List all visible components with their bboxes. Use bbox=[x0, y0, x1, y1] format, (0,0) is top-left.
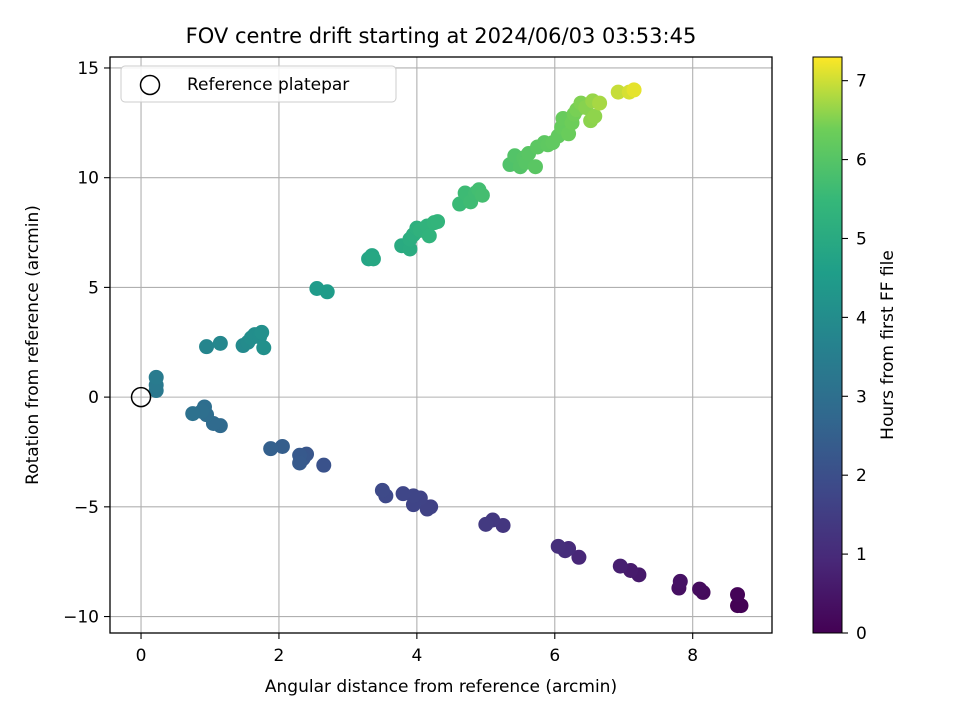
data-point bbox=[316, 457, 332, 473]
colorbar-ticks: 0 1 2 3 4 5 6 7 bbox=[842, 72, 867, 644]
x-ticks: 0 2 4 6 8 bbox=[136, 633, 698, 666]
data-point bbox=[419, 501, 435, 517]
chart-title: FOV centre drift starting at 2024/06/03 … bbox=[186, 24, 697, 48]
y-tick-label: −5 bbox=[74, 498, 99, 518]
data-point bbox=[610, 84, 626, 100]
data-point bbox=[185, 406, 201, 422]
data-point bbox=[256, 340, 272, 356]
x-axis-label: Angular distance from reference (arcmin) bbox=[265, 677, 617, 697]
data-point bbox=[571, 549, 587, 565]
data-point bbox=[474, 187, 490, 203]
data-point bbox=[527, 159, 543, 175]
data-point bbox=[430, 214, 446, 230]
x-tick-label: 2 bbox=[274, 646, 285, 666]
data-point bbox=[199, 339, 215, 355]
y-tick-label: 10 bbox=[77, 169, 99, 189]
colorbar-fill bbox=[812, 56, 843, 634]
reference-layer bbox=[130, 386, 152, 408]
data-point bbox=[319, 284, 335, 300]
x-tick-label: 8 bbox=[687, 646, 698, 666]
x-tick-label: 6 bbox=[549, 646, 560, 666]
data-point bbox=[212, 335, 228, 351]
colorbar-tick-label: 3 bbox=[856, 387, 867, 407]
colorbar-tick-label: 1 bbox=[856, 545, 867, 565]
colorbar-tick-label: 7 bbox=[856, 72, 867, 92]
data-point bbox=[254, 324, 270, 340]
data-point bbox=[592, 95, 608, 111]
grid bbox=[110, 57, 772, 633]
data-point bbox=[374, 482, 390, 498]
y-tick-label: 0 bbox=[88, 388, 99, 408]
data-point bbox=[626, 82, 642, 98]
colorbar-tick-label: 0 bbox=[856, 624, 867, 644]
reference-point-marker bbox=[130, 386, 152, 408]
legend-label-reference: Reference platepar bbox=[187, 75, 349, 95]
y-tick-label: −10 bbox=[63, 608, 99, 628]
data-point bbox=[395, 486, 411, 502]
y-tick-label: 15 bbox=[77, 59, 99, 79]
data-point bbox=[263, 441, 279, 457]
data-point bbox=[550, 538, 566, 554]
colorbar-label: Hours from first FF file bbox=[878, 250, 898, 440]
data-point bbox=[365, 251, 381, 267]
data-point bbox=[672, 573, 688, 589]
legend: Reference platepar bbox=[120, 65, 397, 103]
colorbar-tick-label: 6 bbox=[856, 151, 867, 171]
legend-box bbox=[120, 65, 397, 103]
colorbar-tick-label: 5 bbox=[856, 229, 867, 249]
legend-marker-reference bbox=[139, 74, 161, 96]
x-tick-label: 0 bbox=[136, 646, 147, 666]
colorbar-tick-label: 2 bbox=[856, 466, 867, 486]
data-point bbox=[148, 369, 164, 385]
data-point bbox=[478, 516, 494, 532]
y-ticks: −10 −5 0 5 10 15 bbox=[63, 59, 110, 628]
data-point bbox=[421, 228, 437, 244]
data-point bbox=[730, 587, 746, 603]
colorbar-tick-label: 4 bbox=[856, 308, 867, 328]
data-point bbox=[692, 581, 708, 597]
data-point bbox=[587, 108, 603, 124]
data-point bbox=[292, 455, 308, 471]
y-axis-label: Rotation from reference (arcmin) bbox=[23, 205, 43, 485]
x-tick-label: 4 bbox=[411, 646, 422, 666]
colorbar: 0 1 2 3 4 5 6 7 Hours from first FF file bbox=[812, 56, 898, 644]
plot-frame bbox=[109, 56, 773, 634]
data-point bbox=[612, 558, 628, 574]
data-points bbox=[148, 82, 749, 614]
y-tick-label: 5 bbox=[88, 278, 99, 298]
data-point bbox=[274, 438, 290, 454]
